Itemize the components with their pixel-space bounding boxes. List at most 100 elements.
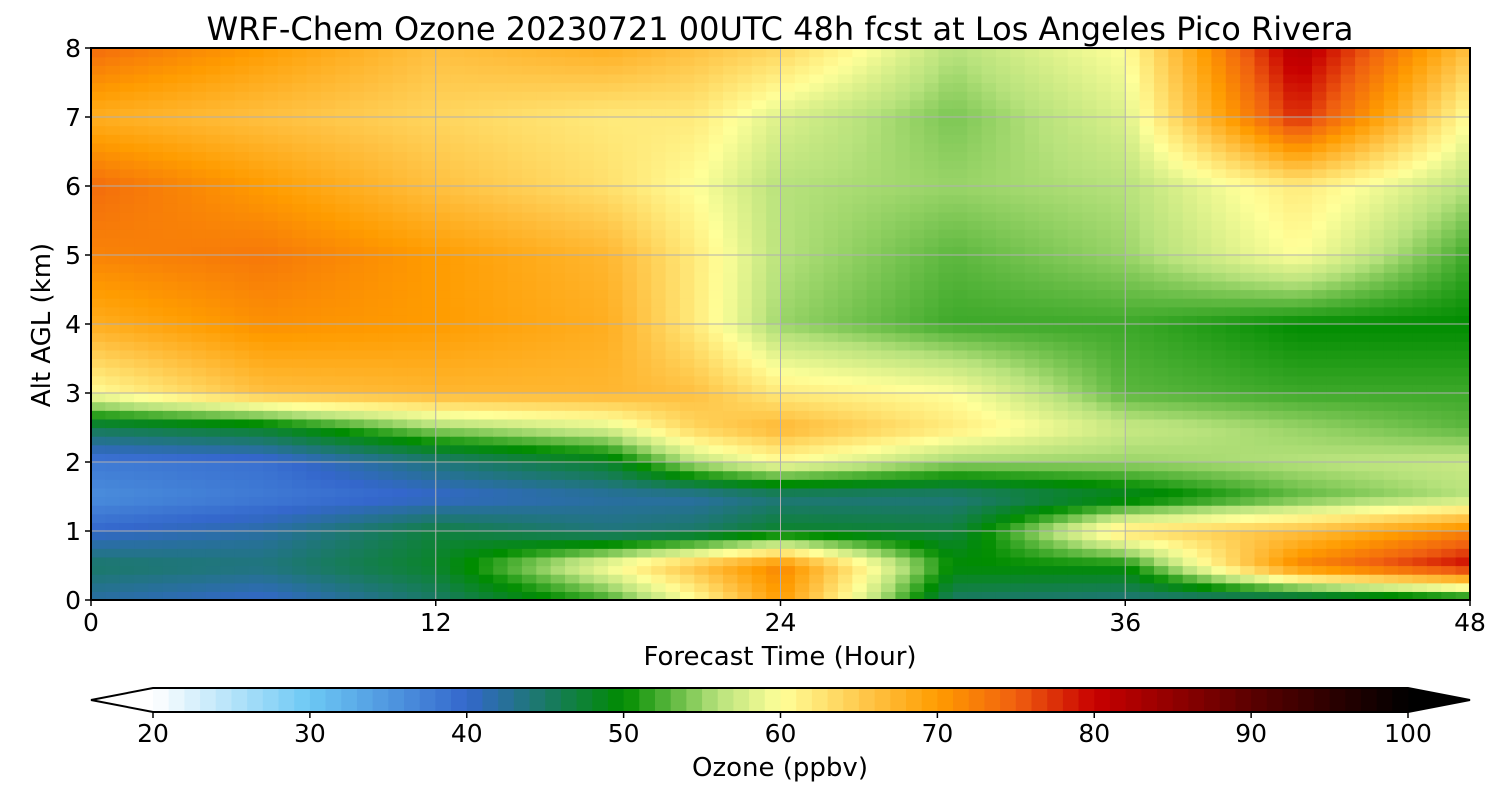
heatmap-cell <box>924 332 940 342</box>
heatmap-cell <box>464 539 480 549</box>
heatmap-cell <box>780 280 796 291</box>
heatmap-cell <box>995 306 1011 316</box>
heatmap-cell <box>105 565 121 575</box>
heatmap-cell <box>1297 332 1313 342</box>
heatmap-cell <box>622 582 638 592</box>
heatmap-cell <box>91 160 106 170</box>
heatmap-cell <box>105 151 121 161</box>
heatmap-cell <box>995 358 1011 368</box>
heatmap-cell <box>794 487 810 498</box>
heatmap-cell <box>924 574 940 584</box>
heatmap-cell <box>651 505 667 515</box>
heatmap-cell <box>651 410 667 420</box>
heatmap-cell <box>1412 246 1428 256</box>
heatmap-cell <box>1197 522 1213 532</box>
heatmap-cell <box>450 280 466 291</box>
heatmap-cell <box>1067 246 1083 256</box>
heatmap-cell <box>234 298 250 308</box>
heatmap-cell <box>1182 565 1198 575</box>
heatmap-cell <box>105 246 121 256</box>
heatmap-cell <box>1369 418 1385 429</box>
heatmap-cell <box>407 298 422 308</box>
heatmap-cell <box>1240 237 1256 247</box>
heatmap-cell <box>938 479 954 489</box>
heatmap-cell <box>464 160 480 170</box>
heatmap-cell <box>464 186 480 196</box>
heatmap-cell <box>608 522 624 532</box>
heatmap-cell <box>349 341 365 351</box>
heatmap-cell <box>665 151 681 161</box>
heatmap-cell <box>306 168 322 178</box>
heatmap-cell <box>665 384 681 394</box>
heatmap-cell <box>1441 522 1457 532</box>
heatmap-cell <box>1426 401 1442 411</box>
heatmap-cell <box>837 531 853 541</box>
heatmap-cell <box>378 263 394 273</box>
heatmap-cell <box>205 487 221 498</box>
heatmap-cell <box>1383 470 1399 480</box>
heatmap-cell <box>1197 410 1213 420</box>
heatmap-cell <box>1268 186 1284 196</box>
heatmap-cell <box>263 470 279 480</box>
heatmap-cell <box>335 315 351 325</box>
heatmap-cell <box>450 591 466 600</box>
heatmap-cell <box>249 479 264 489</box>
heatmap-cell <box>794 548 810 558</box>
heatmap-cell <box>1311 358 1327 368</box>
heatmap-cell <box>292 151 308 161</box>
heatmap-cell <box>277 160 293 170</box>
heatmap-cell <box>622 556 638 567</box>
heatmap-cell <box>794 505 810 515</box>
heatmap-cell <box>1225 324 1241 334</box>
heatmap-cell <box>1125 522 1141 532</box>
heatmap-cell <box>1426 393 1442 403</box>
heatmap-cell <box>679 272 695 282</box>
heatmap-cell <box>119 211 135 222</box>
heatmap-cell <box>536 522 552 532</box>
heatmap-cell <box>507 582 523 592</box>
heatmap-cell <box>723 220 738 230</box>
heatmap-cell <box>277 298 293 308</box>
heatmap-cell <box>909 496 925 506</box>
heatmap-cell <box>866 462 882 472</box>
heatmap-cell <box>1455 496 1470 506</box>
heatmap-cell <box>665 306 681 316</box>
heatmap-cell <box>952 203 968 213</box>
heatmap-cell <box>320 349 336 360</box>
heatmap-cell <box>1139 367 1155 377</box>
heatmap-cell <box>579 349 595 360</box>
heatmap-cell <box>1240 427 1256 437</box>
heatmap-cell <box>1153 479 1169 489</box>
heatmap-cell <box>392 151 408 161</box>
heatmap-cell <box>651 255 667 265</box>
heatmap-cell <box>349 324 365 334</box>
heatmap-cell <box>464 384 480 394</box>
heatmap-cell <box>277 263 293 273</box>
heatmap-cell <box>378 255 394 265</box>
heatmap-cell <box>881 341 897 351</box>
heatmap-cell <box>1426 496 1442 506</box>
heatmap-cell <box>1240 255 1256 265</box>
heatmap-cell <box>1153 496 1169 506</box>
heatmap-cell <box>521 246 537 256</box>
heatmap-cell <box>751 479 767 489</box>
heatmap-cell <box>134 574 150 584</box>
heatmap-cell <box>909 410 925 420</box>
heatmap-cell <box>320 384 336 394</box>
heatmap-cell <box>579 384 595 394</box>
heatmap-cell <box>881 186 897 196</box>
heatmap-cell <box>521 186 537 196</box>
heatmap-cell <box>550 367 566 377</box>
heatmap-cell <box>1311 487 1327 498</box>
heatmap-cell <box>91 280 106 291</box>
heatmap-cell <box>234 272 250 282</box>
heatmap-cell <box>823 539 839 549</box>
heatmap-cell <box>320 375 336 385</box>
heatmap-cell <box>550 565 566 575</box>
heatmap-cell <box>1326 177 1342 187</box>
heatmap-cell <box>679 324 695 334</box>
heatmap-cell <box>1082 341 1098 351</box>
heatmap-cell <box>450 349 466 360</box>
heatmap-cell <box>363 548 379 558</box>
heatmap-cell <box>1426 255 1442 265</box>
